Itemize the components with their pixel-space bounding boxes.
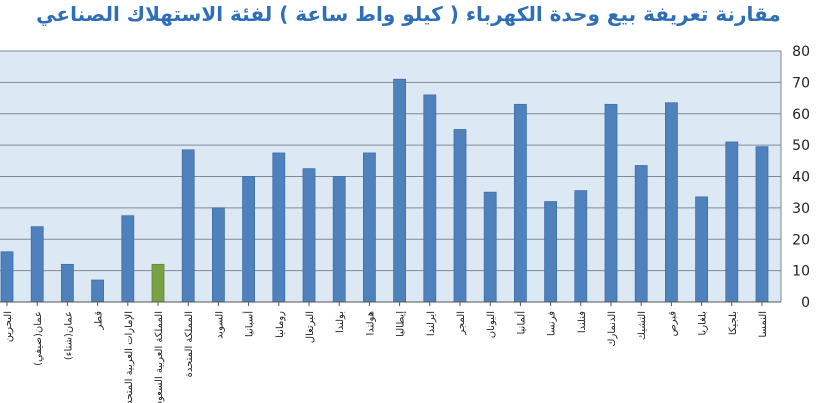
bar-14 <box>423 94 437 303</box>
y-tick-label: 40 <box>792 170 810 186</box>
x-tick-label: أسبانيا <box>243 311 256 337</box>
x-tick-label: هولندا <box>365 311 376 336</box>
bar-17 <box>514 103 527 303</box>
bar-4 <box>121 215 135 303</box>
bar-2 <box>61 263 74 303</box>
y-tick-label: 10 <box>792 264 810 280</box>
bar-6 <box>181 149 195 303</box>
chart-title: مقارنة تعريفة بيع وحدة الكهرباء ( كيلو و… <box>36 2 781 26</box>
bar-7 <box>211 207 225 303</box>
bar-20 <box>604 103 618 303</box>
x-tick-label: الإمارات العربية المتحدة <box>124 311 135 403</box>
x-tick-label: التشيك <box>637 311 648 340</box>
x-tick-label: بولندا <box>335 311 346 333</box>
x-tick-label: البحرين <box>3 311 14 342</box>
x-tick-label: فنلندا <box>577 311 588 333</box>
x-tick-label: اليونان <box>486 311 497 338</box>
y-tick-label: 50 <box>792 138 810 154</box>
bar-8 <box>242 176 256 303</box>
bar-0 <box>0 251 14 303</box>
x-tick-label: قبرص <box>667 311 678 337</box>
x-tick-label: عمان(شتاء) <box>63 311 74 360</box>
y-tick-label: 80 <box>792 44 810 60</box>
x-tick-label: البرتغال <box>305 311 316 343</box>
x-tick-label: ألمانيا <box>514 311 527 335</box>
bar-23 <box>695 196 708 303</box>
y-tick-label: 20 <box>792 232 810 248</box>
bar-11 <box>332 176 346 303</box>
bar-15 <box>453 129 467 303</box>
bar-3 <box>91 279 104 303</box>
x-tick-label: الدنمارك <box>607 311 618 347</box>
bar-21 <box>634 165 648 303</box>
bar-18 <box>544 201 557 303</box>
x-tick-label: عمان(صيفي) <box>33 311 44 366</box>
x-tick-label: المملكة العربية السعودية <box>154 311 165 403</box>
y-tick-label: 70 <box>792 75 810 91</box>
bar-13 <box>393 78 407 303</box>
bar-22 <box>665 102 678 303</box>
x-tick-label: المجر <box>456 311 467 336</box>
x-tick-label: النمسا <box>758 311 769 338</box>
bar-12 <box>362 152 376 303</box>
x-tick-label: بلجيكا <box>728 311 739 335</box>
bar-9 <box>272 152 286 303</box>
x-tick-label: فرنسا <box>547 311 558 336</box>
y-tick-label: 0 <box>801 295 810 311</box>
bar-24 <box>725 141 739 303</box>
bar-25 <box>755 146 769 303</box>
x-tick-label: السويد <box>214 311 225 339</box>
x-tick-label: قطر <box>94 311 105 331</box>
x-tick-label: المملكة المتحدة <box>184 311 195 377</box>
x-tick-label: بلغاريا <box>698 311 709 336</box>
y-tick-label: 30 <box>792 201 810 217</box>
y-tick-label: 60 <box>792 107 810 123</box>
x-tick-label: رومانيا <box>275 311 286 338</box>
x-tick-label: إيطاليا <box>396 311 407 337</box>
bar-19 <box>574 190 588 303</box>
x-tick-label: ايرلندا <box>426 311 437 336</box>
bar-1 <box>30 226 44 303</box>
bar-10 <box>302 168 316 303</box>
bar-16 <box>483 191 497 303</box>
bar-5 <box>151 263 165 303</box>
